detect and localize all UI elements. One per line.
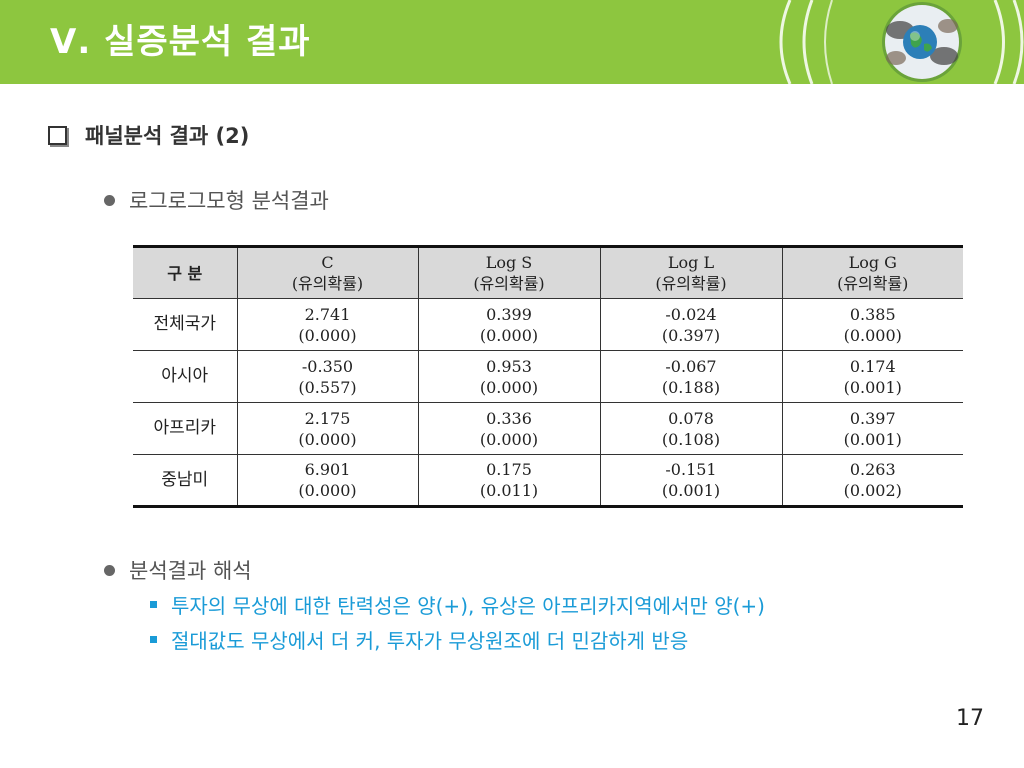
bullet-dot-icon (104, 564, 115, 576)
bullet-interpretation-text: 분석결과 해석 (129, 559, 252, 583)
table-cell: 0.263 (0.002) (781, 454, 963, 508)
table-row: 아시아 -0.350 (0.557) 0.953 (0.000) -0.067 (0.… (133, 350, 963, 403)
bullet-dot-icon (104, 194, 115, 206)
table-cell: 0.175 (0.011) (417, 454, 601, 508)
table-cell: 0.399 (0.000) (417, 298, 601, 351)
bullet-model-text: 로그로그모형 분석결과 (129, 189, 329, 213)
globe-hands-icon (870, 0, 974, 84)
table-cell: 6.901 (0.000) (236, 454, 419, 508)
table-cell: -0.024 (0.397) (599, 298, 783, 351)
row-label: 아프리카 (133, 402, 238, 455)
section-heading: 패널분석 결과 (2) (48, 120, 249, 150)
checkbox-bullet-icon (48, 125, 67, 145)
table-cell: 0.336 (0.000) (417, 402, 601, 455)
table-cell: -0.067 (0.188) (599, 350, 783, 403)
table-cell: 0.385 (0.000) (781, 298, 963, 351)
results-table: 구 분 C (유의확률) Log S (유의확률) Log L (유의확률) Log … (133, 245, 963, 508)
table-header-cell: 구 분 (133, 245, 238, 299)
decorative-arcs (779, 0, 1024, 84)
table-cell: 0.397 (0.001) (781, 402, 963, 455)
table-row: 아프리카 2.175 (0.000) 0.336 (0.000) 0.078 (0.1… (133, 402, 963, 455)
section-title: 패널분석 결과 (2) (85, 124, 250, 148)
square-bullet-icon (150, 601, 157, 608)
row-label: 전체국가 (133, 298, 238, 351)
row-label: 아시아 (133, 350, 238, 403)
interpretation-item: 투자의 무상에 대한 탄력성은 양(+), 유상은 아프리카지역에서만 양(+) (150, 590, 765, 619)
square-bullet-icon (150, 636, 157, 643)
table-cell: 0.078 (0.108) (599, 402, 783, 455)
table-cell: 2.741 (0.000) (236, 298, 419, 351)
row-label: 중남미 (133, 454, 238, 508)
table-cell: -0.350 (0.557) (236, 350, 419, 403)
table-row: 전체국가 2.741 (0.000) 0.399 (0.000) -0.024 (0.… (133, 298, 963, 351)
table-cell: 2.175 (0.000) (236, 402, 419, 455)
bullet-interpretation: 분석결과 해석 (104, 555, 252, 585)
table-cell: -0.151 (0.001) (599, 454, 783, 508)
table-header-cell: Log S (유의확률) (417, 245, 601, 299)
table-header-cell: Log L (유의확률) (599, 245, 783, 299)
table-header-cell: Log G (유의확률) (781, 245, 963, 299)
page-title: Ⅴ. 실증분석 결과 (50, 22, 311, 62)
title-bar: Ⅴ. 실증분석 결과 (0, 0, 1024, 84)
page-number: 17 (956, 706, 984, 731)
table-header-cell: C (유의확률) (236, 245, 419, 299)
interpretation-item: 절대값도 무상에서 더 커, 투자가 무상원조에 더 민감하게 반응 (150, 625, 688, 654)
table-row: 중남미 6.901 (0.000) 0.175 (0.011) -0.151 (0.0… (133, 454, 963, 508)
bullet-model: 로그로그모형 분석결과 (104, 185, 329, 215)
table-header-row: 구 분 C (유의확률) Log S (유의확률) Log L (유의확률) Log … (133, 245, 963, 299)
table-cell: 0.953 (0.000) (417, 350, 601, 403)
table-cell: 0.174 (0.001) (781, 350, 963, 403)
